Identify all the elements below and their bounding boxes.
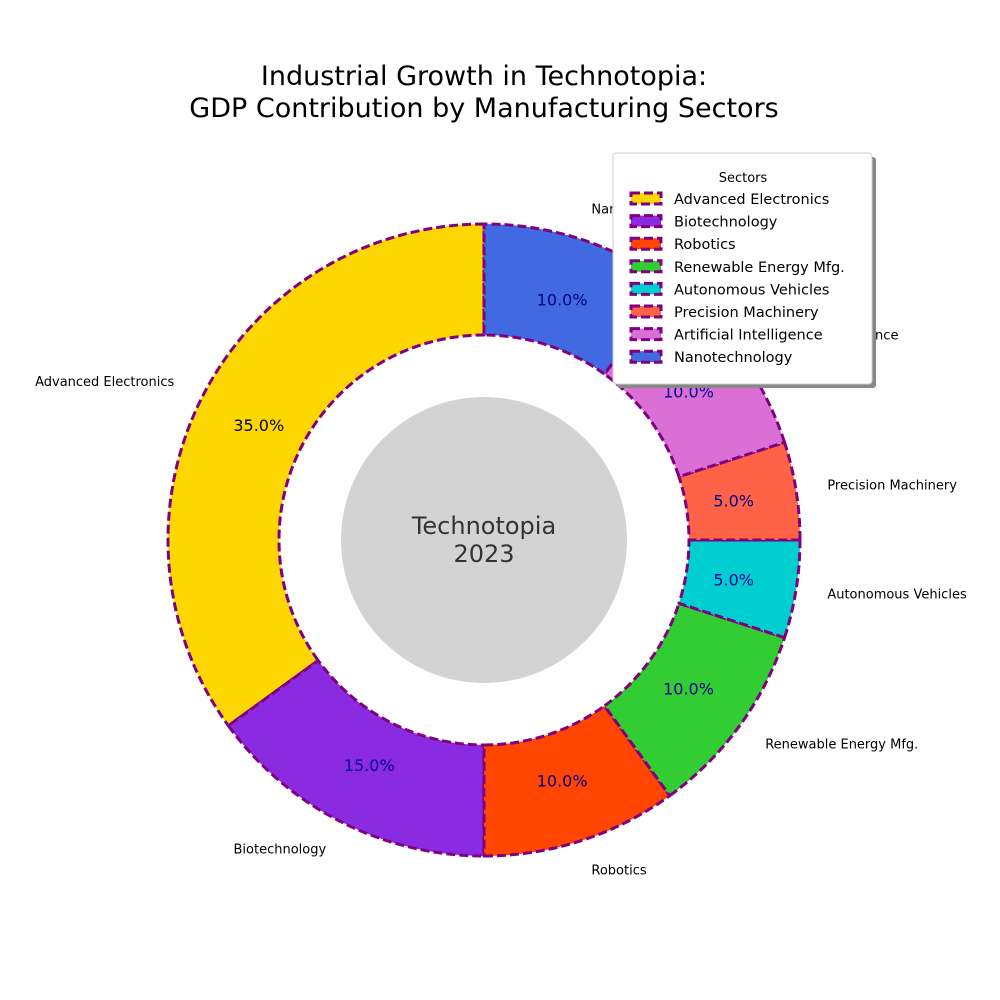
slice-precision-machinery xyxy=(677,440,802,542)
chart-title-line-2: GDP Contribution by Manufacturing Sector… xyxy=(189,93,778,124)
legend-label-precision-machinery: Precision Machinery xyxy=(674,305,819,321)
slice-percent-labels: 35.0%15.0%10.0%10.0%5.0%5.0%10.0%10.0% xyxy=(233,291,754,791)
legend-swatch-biotechnology xyxy=(629,214,663,229)
legend-swatch-artificial-intelligence xyxy=(629,327,663,342)
center-disc xyxy=(341,397,627,683)
legend-box xyxy=(612,152,873,385)
pct-label-advanced-electronics: 35.0% xyxy=(233,416,284,435)
legend-swatch-robotics xyxy=(629,236,663,251)
legend-title: Sectors xyxy=(719,171,768,186)
pct-label-renewable-energy-mfg: 10.0% xyxy=(663,680,714,699)
pct-label-biotechnology: 15.0% xyxy=(344,756,395,775)
legend-swatch-precision-machinery xyxy=(629,304,663,319)
pct-label-autonomous-vehicles: 5.0% xyxy=(713,571,754,590)
outer-label-advanced-electronics: Advanced Electronics xyxy=(35,375,174,390)
slice-autonomous-vehicles xyxy=(677,538,802,640)
legend-swatch-advanced-electronics xyxy=(629,191,663,206)
legend-label-robotics: Robotics xyxy=(674,237,736,253)
legend-swatch-autonomous-vehicles xyxy=(629,281,663,296)
legend-label-artificial-intelligence: Artificial Intelligence xyxy=(674,328,823,344)
legend-label-autonomous-vehicles: Autonomous Vehicles xyxy=(674,282,830,298)
legend-label-nanotechnology: Nanotechnology xyxy=(674,350,793,366)
legend-label-renewable-energy-mfg: Renewable Energy Mfg. xyxy=(674,260,845,276)
legend-label-advanced-electronics: Advanced Electronics xyxy=(674,192,829,208)
center-label-line-1: Technotopia xyxy=(411,512,556,540)
outer-label-autonomous-vehicles: Autonomous Vehicles xyxy=(827,587,967,602)
legend-items: Advanced Electronics Biotechnology Robotic… xyxy=(629,191,845,366)
center-label-line-2: 2023 xyxy=(453,540,514,568)
outer-label-precision-machinery: Precision Machinery xyxy=(827,479,957,494)
pct-label-robotics: 10.0% xyxy=(537,771,588,790)
slice-biotechnology xyxy=(226,658,486,858)
legend-swatch-nanotechnology xyxy=(629,349,663,364)
chart-title-line-1: Industrial Growth in Technotopia: xyxy=(261,61,707,92)
legend-label-biotechnology: Biotechnology xyxy=(674,215,778,231)
slice-advanced-electronics xyxy=(166,222,486,728)
pct-label-nanotechnology: 10.0% xyxy=(537,291,588,310)
outer-label-renewable-energy-mfg: Renewable Energy Mfg. xyxy=(765,737,918,752)
outer-label-robotics: Robotics xyxy=(591,864,646,879)
legend: Sectors Advanced Electronics Biotechnolog… xyxy=(612,152,876,388)
pct-label-precision-machinery: 5.0% xyxy=(713,491,754,510)
outer-label-biotechnology: Biotechnology xyxy=(234,843,327,858)
legend-swatch-renewable-energy-mfg xyxy=(629,259,663,274)
